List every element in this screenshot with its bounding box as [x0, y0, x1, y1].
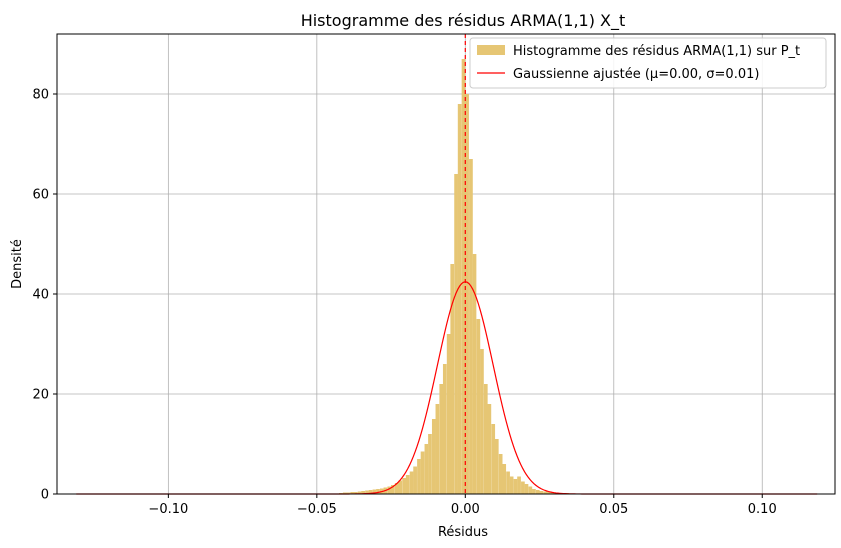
y-tick-label: 60 [32, 188, 49, 203]
histogram-bar [480, 349, 484, 494]
histogram-bar [413, 466, 417, 494]
x-tick-label: −0.05 [297, 502, 337, 517]
x-axis-ticks: −0.10 −0.05 0.00 0.05 0.10 [148, 494, 777, 517]
histogram-bar [454, 174, 458, 494]
histogram-bar [428, 434, 432, 494]
histogram-bar [405, 475, 410, 494]
gaussian-curve-layer [76, 281, 818, 495]
histogram-bar [532, 489, 536, 494]
histogram-bar [535, 490, 540, 494]
histogram-bar [417, 459, 421, 494]
histogram-bar [550, 492, 555, 494]
y-tick-label: 0 [41, 488, 49, 503]
histogram-bar [498, 454, 503, 494]
histogram-bar [465, 94, 469, 494]
legend-box [469, 37, 827, 89]
histogram-bar [372, 489, 377, 494]
y-tick-label: 40 [32, 288, 49, 303]
histogram-bar [472, 254, 477, 494]
histogram-bar [457, 104, 462, 494]
histogram-bar [494, 439, 499, 494]
histogram-bar [517, 476, 521, 494]
histogram-bar [543, 491, 548, 494]
axes-frame [56, 33, 836, 495]
histogram-bar [350, 492, 355, 494]
histogram-bar [476, 319, 481, 494]
histogram-bar [376, 489, 380, 494]
histogram-bar [487, 404, 492, 494]
y-axis-ticks: 0 20 40 60 80 [32, 88, 57, 503]
histogram-bar [357, 491, 362, 494]
x-axis-label: Résidus [438, 525, 488, 540]
x-tick-label: 0.05 [599, 502, 628, 517]
histogram-bar [491, 424, 496, 494]
histogram-bar [509, 476, 514, 494]
histogram-bar [353, 492, 358, 494]
histogram-bar [398, 480, 403, 494]
histogram-bar [442, 364, 447, 494]
histogram-bar [513, 479, 518, 494]
x-tick-label: 0.10 [748, 502, 777, 517]
histogram-bar [524, 484, 529, 494]
y-tick-label: 20 [32, 388, 49, 403]
histogram-bar [439, 384, 444, 494]
histogram-bar [387, 486, 392, 494]
histogram-bar [528, 486, 533, 494]
histogram-bar [346, 492, 351, 494]
histogram-bar [539, 491, 544, 494]
histogram-bar [506, 471, 510, 494]
histogram-bar [521, 481, 525, 494]
chart-title: Histogramme des résidus ARMA(1,1) X_t [301, 11, 626, 31]
histogram-bars [339, 59, 592, 494]
gaussian-curve [76, 281, 818, 495]
x-tick-label: −0.10 [148, 502, 188, 517]
histogram-bar [342, 492, 347, 494]
histogram-bar [461, 59, 466, 494]
legend: Histogramme des résidus ARMA(1,1) sur P_… [469, 37, 827, 89]
histogram-bar [546, 492, 551, 494]
x-tick-label: 0.00 [451, 502, 480, 517]
histogram-bar [431, 419, 436, 494]
histogram-bar [365, 490, 369, 494]
histogram-bar [450, 264, 455, 494]
legend-swatch-histogram [477, 45, 505, 55]
histogram-bar [446, 334, 451, 494]
histogram-bar [424, 444, 429, 494]
legend-label-gaussian: Gaussienne ajustée (μ=0.00, σ=0.01) [513, 67, 759, 82]
legend-label-histogram: Histogramme des résidus ARMA(1,1) sur P_… [513, 44, 800, 59]
histogram-bar [390, 485, 395, 494]
histogram-bar [435, 404, 440, 494]
histogram-bar [502, 464, 507, 494]
y-axis-label: Densité [10, 239, 25, 289]
histogram-bar [361, 491, 366, 494]
histogram-bar [394, 483, 399, 494]
y-tick-label: 80 [32, 88, 49, 103]
histogram-bar [469, 159, 473, 494]
histogram-bar [409, 471, 414, 494]
histogram-bar [402, 478, 406, 494]
histogram-bar [483, 384, 488, 494]
histogram-bar [420, 451, 425, 494]
histogram-bar [368, 490, 373, 494]
